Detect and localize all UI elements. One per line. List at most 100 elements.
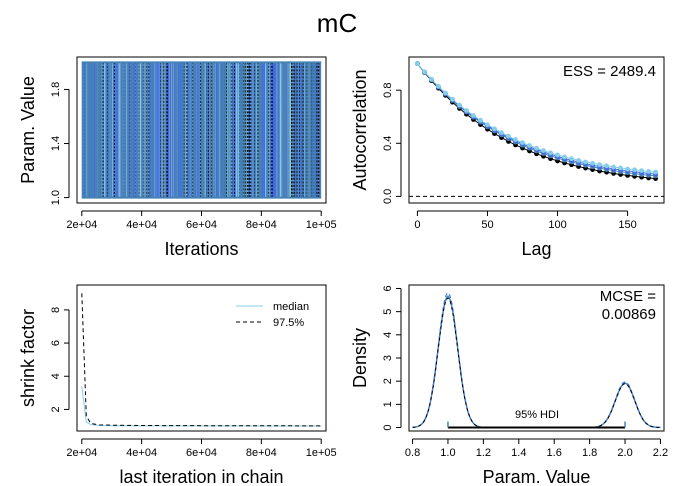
y-tick-label: 1.0 (50, 190, 62, 205)
hdi-label: 95% HDI (515, 409, 559, 421)
legend-entry: 97.5% (273, 317, 304, 329)
y-tick-label: 3 (382, 355, 394, 361)
x-tick-label: 1e+05 (306, 219, 337, 231)
acf-series-1-point (597, 162, 602, 168)
acf-series-1-point (632, 167, 637, 173)
plot-frame (408, 56, 665, 204)
ess-annotation: ESS = 2489.4 (563, 63, 656, 80)
acf-series-1-point (653, 169, 658, 175)
x-tick-label: 1e+05 (306, 447, 337, 459)
acf-series-1-point (492, 126, 497, 132)
y-axis-label: Density (350, 328, 370, 388)
acf-series-1-point (590, 160, 595, 166)
x-tick-label: 4e+04 (126, 219, 157, 231)
x-tick-label: 2e+04 (66, 219, 97, 231)
y-tick-label: 0 (382, 424, 394, 430)
shrink-factor-panel: 2e+04 4e+04 6e+04 8e+04 1e+05 2 4 6 8 last iterat… (18, 284, 337, 486)
acf-series-1-point (471, 113, 476, 118)
y-axis-label: Autocorrelation (350, 69, 370, 190)
acf-series-1-point (450, 96, 455, 102)
acf-series-1-point (604, 163, 609, 169)
acf-series-1-point (555, 152, 560, 158)
y-tick-label: 1.4 (50, 136, 62, 151)
x-axis-label: last iteration in chain (119, 467, 283, 486)
acf-series-1-point (534, 145, 539, 151)
acf-series-1-point (611, 164, 616, 170)
acf-series-1-point (422, 69, 427, 75)
acf-series-1-point (639, 168, 644, 174)
acf-series-1-point (541, 148, 546, 153)
y-axis-label: shrink factor (18, 309, 38, 407)
y-tick-label: 2 (50, 406, 62, 412)
x-axis-label: Iterations (164, 239, 238, 259)
trace-panel: 2e+04 4e+04 6e+04 8e+04 1e+05 1.0 1.4 1.8 Iterat… (18, 56, 337, 259)
y-tick-label: 8 (50, 307, 62, 313)
x-tick-label: 0.8 (405, 447, 420, 459)
figure-title: mC (317, 8, 357, 38)
x-tick-label: 1.4 (511, 447, 526, 459)
x-tick-label: 6e+04 (186, 447, 217, 459)
acf-series-1-point (513, 137, 518, 142)
x-tick-label: 100 (548, 219, 566, 231)
acf-series-1-point (436, 83, 441, 89)
acf-series-1-point (583, 159, 588, 165)
x-tick-label: 2e+04 (66, 447, 97, 459)
acf-series-1-point (618, 165, 623, 171)
acf-series-1-point (443, 90, 448, 96)
density-panel: 0.8 1.0 1.2 1.4 1.6 1.8 2.0 2.2 0 1 2 3 4 5 6 Param. Va… (350, 284, 668, 486)
x-tick-label: 2.0 (617, 447, 632, 459)
x-tick-label: 4e+04 (126, 447, 157, 459)
acf-series-1-point (415, 61, 420, 67)
x-tick-label: 0 (414, 219, 420, 231)
shrink-series-1-line (81, 386, 322, 427)
x-tick-label: 6e+04 (186, 219, 217, 231)
acf-series-4-line (417, 63, 656, 180)
acf-series-1-point (548, 150, 553, 156)
y-tick-label: 6 (50, 340, 62, 346)
y-tick-label: 0.0 (382, 189, 394, 204)
y-tick-label: 1 (382, 401, 394, 407)
x-tick-label: 1.8 (582, 447, 597, 459)
legend-entry: median (273, 301, 309, 313)
acf-series-1-point (485, 122, 490, 128)
x-tick-label: 1.6 (547, 447, 562, 459)
plot-frame (408, 284, 665, 432)
shrink-series-2-line (81, 293, 322, 427)
acf-series-2-line (417, 63, 656, 177)
acf-series-1-point (646, 169, 651, 174)
density-series-4-curve (412, 297, 661, 428)
acf-series-1-point (499, 130, 504, 136)
x-tick-label: 8e+04 (246, 447, 277, 459)
x-tick-label: 1.0 (440, 447, 455, 459)
y-tick-label: 0.4 (382, 136, 394, 151)
acf-series-1-point (457, 102, 462, 108)
x-axis-label: Param. Value (483, 467, 591, 486)
y-tick-label: 0.8 (382, 83, 394, 98)
x-tick-label: 50 (481, 219, 493, 231)
y-tick-label: 1.8 (50, 82, 62, 97)
autocorrelation-panel: 0 50 100 150 0.0 0.4 0.8 Lag Autocorrelation ESS … (350, 56, 665, 259)
mcse-annotation: MCSE = (600, 288, 657, 305)
plot-frame (76, 56, 327, 204)
acf-series-3-line (417, 63, 656, 175)
acf-series-1-point (625, 166, 630, 172)
y-tick-label: 2 (382, 378, 394, 384)
x-axis-label: Lag (521, 239, 551, 259)
x-tick-label: 8e+04 (246, 219, 277, 231)
acf-series-1-point (478, 117, 483, 123)
acf-series-1-point (429, 76, 434, 82)
acf-series-1-point (506, 133, 511, 139)
plot-frame (76, 284, 327, 432)
acf-series-1-point (569, 156, 574, 162)
acf-series-1-point (562, 154, 567, 160)
acf-series-1-point (527, 143, 532, 148)
mcse-value: 0.00869 (602, 306, 656, 323)
acf-series-1-point (520, 140, 525, 146)
y-tick-label: 6 (382, 285, 394, 291)
y-axis-label: Param. Value (18, 76, 38, 184)
x-tick-label: 1.2 (476, 447, 491, 459)
y-tick-label: 4 (382, 332, 394, 338)
x-tick-label: 150 (618, 219, 636, 231)
